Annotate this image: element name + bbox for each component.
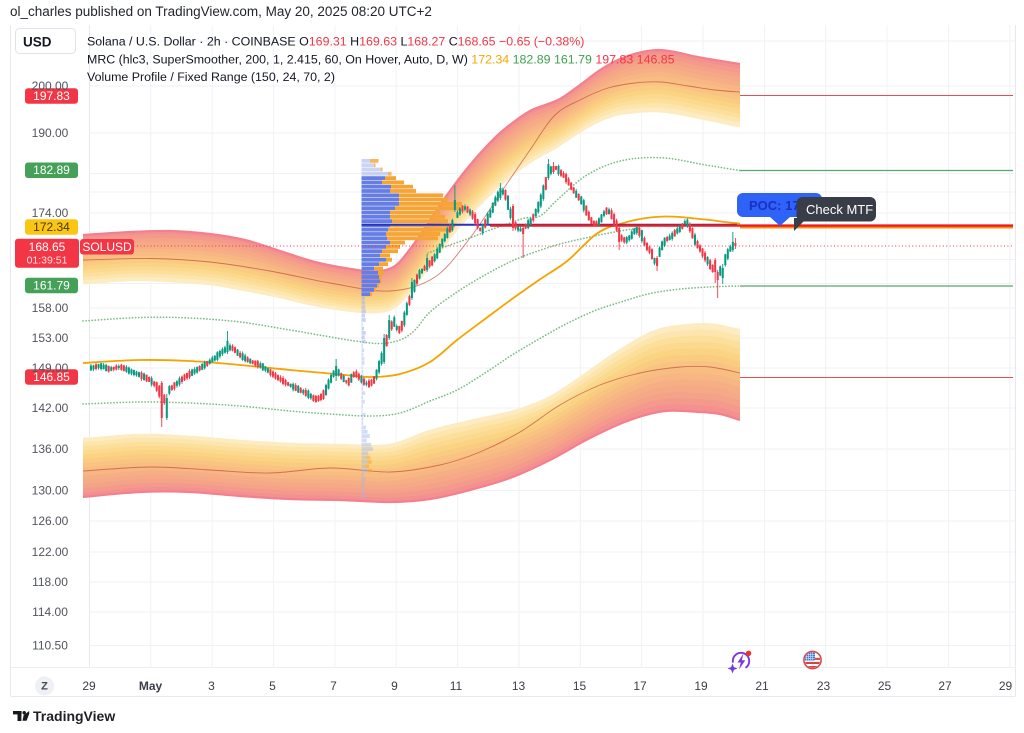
svg-text:158.00: 158.00 [32,301,69,315]
svg-text:Z: Z [41,681,48,693]
svg-text:142.00: 142.00 [32,401,69,415]
svg-text:27: 27 [938,679,952,693]
svg-text:126.00: 126.00 [32,514,69,528]
svg-text:Check MTF: Check MTF [806,202,873,217]
svg-text:110.50: 110.50 [32,638,68,652]
svg-text:168.65: 168.65 [29,240,66,254]
svg-text:19: 19 [694,679,708,693]
svg-text:136.00: 136.00 [32,442,69,456]
svg-text:114.00: 114.00 [32,605,68,619]
svg-text:190.00: 190.00 [32,126,69,140]
svg-text:197.83: 197.83 [33,89,70,103]
svg-text:7: 7 [330,679,337,693]
svg-text:TradingView: TradingView [33,708,115,724]
svg-text:130.00: 130.00 [32,483,69,497]
svg-text:182.89: 182.89 [33,163,70,177]
svg-text:SOLUSD: SOLUSD [82,240,132,254]
svg-text:Solana / U.S. Dollar · 2h · CO: Solana / U.S. Dollar · 2h · COINBASE O16… [87,35,584,49]
svg-text:172.34: 172.34 [33,220,70,234]
svg-text:13: 13 [512,679,526,693]
svg-text:146.85: 146.85 [33,370,70,384]
svg-text:25: 25 [878,679,892,693]
svg-text:3: 3 [208,679,215,693]
svg-text:9: 9 [391,679,398,693]
svg-text:11: 11 [450,679,463,693]
svg-text:23: 23 [817,679,831,693]
svg-text:Volume Profile / Fixed Range (: Volume Profile / Fixed Range (150, 24, 7… [87,70,335,84]
svg-text:200.00: 200.00 [32,79,69,93]
svg-text:149.00: 149.00 [32,361,69,375]
svg-text:153.00: 153.00 [32,331,69,345]
svg-text:5: 5 [269,679,276,693]
svg-text:174.00: 174.00 [32,206,69,220]
svg-text:122.00: 122.00 [32,545,69,559]
svg-text:17: 17 [633,679,647,693]
svg-text:ol_charles published on Tradin: ol_charles published on TradingView.com,… [10,4,432,19]
svg-text:29: 29 [999,679,1013,693]
svg-text:161.79: 161.79 [33,279,70,293]
svg-text:29: 29 [82,679,96,693]
svg-text:MRC (hlc3, SuperSmoother, 200,: MRC (hlc3, SuperSmoother, 200, 1, 2.415,… [87,53,675,67]
svg-text:118.00: 118.00 [32,575,68,589]
svg-text:May: May [139,679,163,693]
svg-text:15: 15 [573,679,587,693]
svg-text:01:39:51: 01:39:51 [27,255,68,267]
svg-text:USD: USD [23,35,52,50]
svg-text:21: 21 [755,679,769,693]
